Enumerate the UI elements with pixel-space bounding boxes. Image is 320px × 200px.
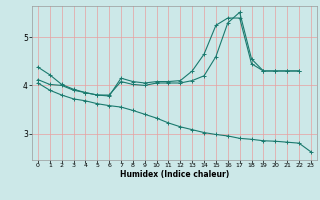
- X-axis label: Humidex (Indice chaleur): Humidex (Indice chaleur): [120, 170, 229, 179]
